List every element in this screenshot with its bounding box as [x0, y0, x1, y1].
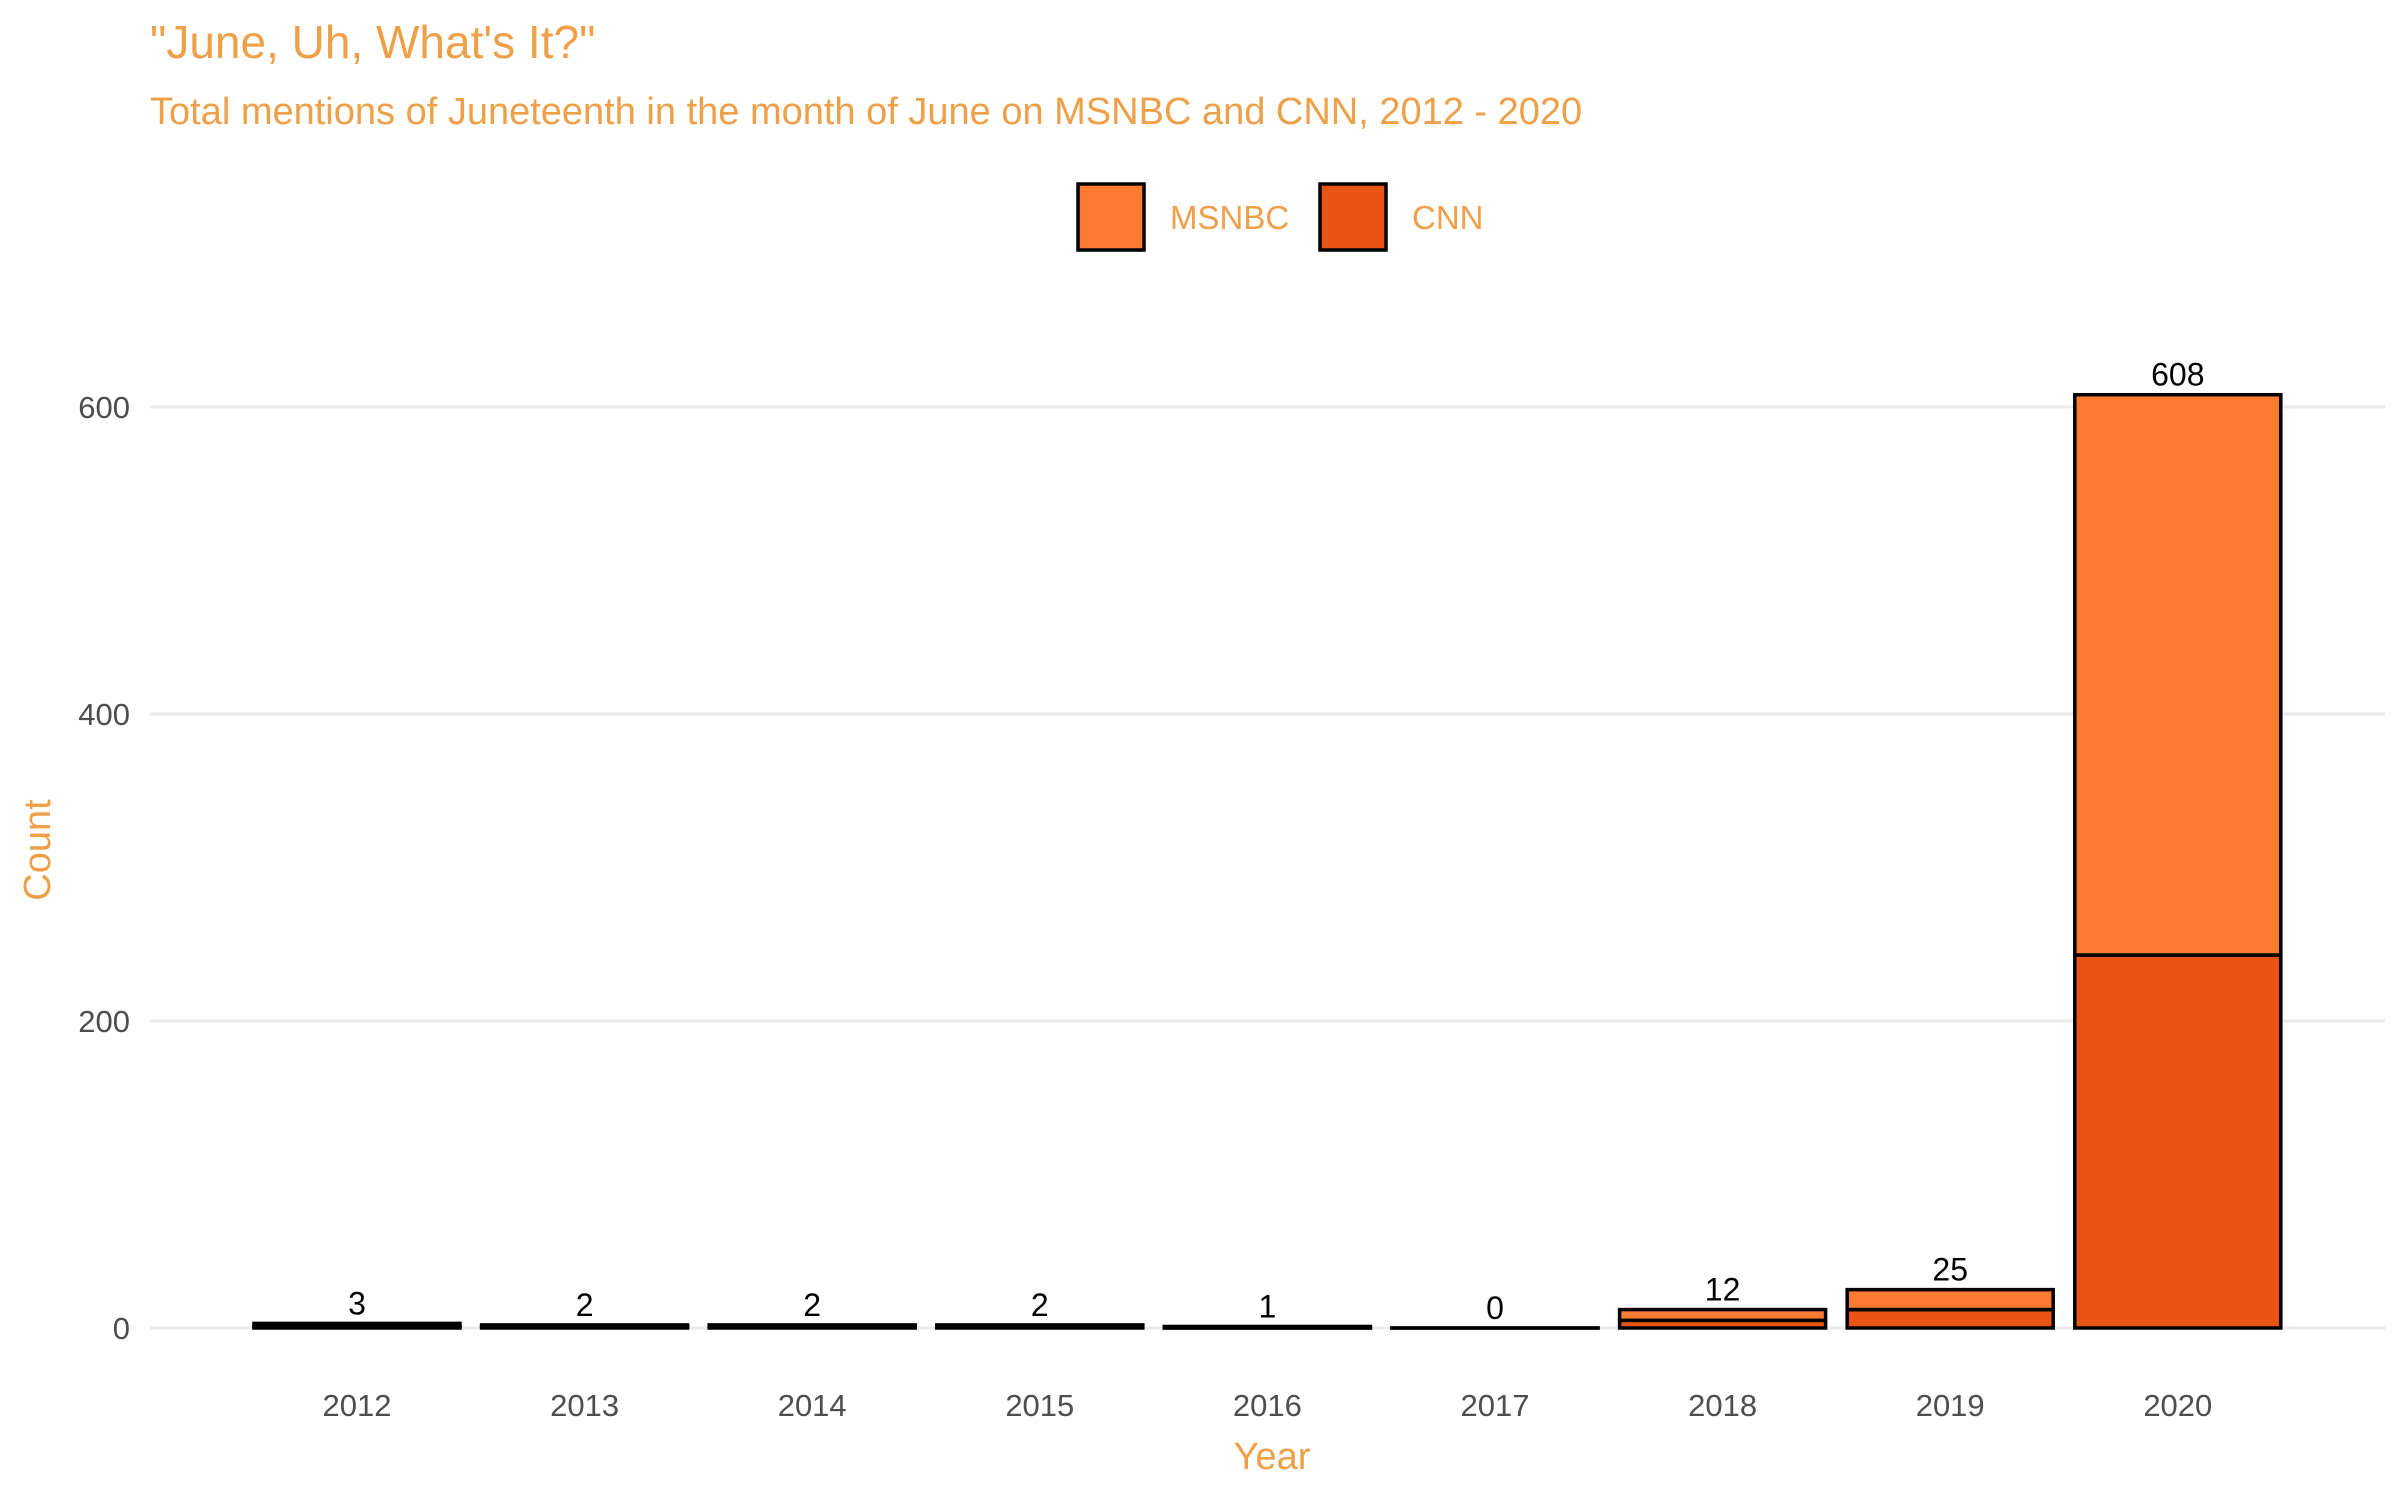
data-label-2015: 2: [1031, 1287, 1049, 1323]
y-tick-label: 600: [78, 390, 130, 425]
x-axis-title: Year: [1234, 1436, 1311, 1478]
y-tick-label: 0: [113, 1311, 130, 1346]
data-label-2012: 3: [348, 1285, 366, 1321]
data-label-2013: 2: [576, 1287, 594, 1323]
bar-cnn-2019: [1845, 1307, 2055, 1330]
y-tick-label: 400: [78, 697, 130, 732]
y-tick-label: 200: [78, 1004, 130, 1039]
bar-msnbc-2012: [252, 1321, 462, 1329]
data-label-2020: 608: [2151, 357, 2204, 393]
x-tick-label-2016: 2016: [1233, 1388, 1302, 1423]
bar-msnbc-2013: [479, 1323, 690, 1329]
y-axis-ticks: 0 200 400 600: [78, 390, 130, 1346]
data-label-2018: 12: [1705, 1272, 1741, 1308]
x-tick-label-2013: 2013: [550, 1388, 619, 1423]
y-axis-title: Count: [17, 799, 59, 901]
x-tick-label-2017: 2017: [1461, 1388, 1530, 1423]
data-label-2014: 2: [803, 1287, 821, 1323]
legend-label-msnbc: MSNBC: [1170, 199, 1289, 236]
x-axis-ticks: 2012 2013 2014 2015 2016 2017 2018 2019 2020: [323, 1388, 2213, 1423]
data-label-2016: 1: [1259, 1288, 1277, 1324]
bar-msnbc-2016: [1162, 1324, 1373, 1330]
chart-title: "June, Uh, What's It?": [150, 16, 595, 68]
bar-msnbc-2019: [1845, 1287, 2055, 1312]
legend-swatch-cnn: [1318, 182, 1388, 252]
bars: [252, 392, 2283, 1330]
data-labels: 3 2 2 2 1 0 12 25 608: [348, 357, 2204, 1326]
bar-msnbc-2018: [1617, 1307, 1828, 1323]
bar-msnbc-2020: [2073, 392, 2283, 957]
data-label-2017: 0: [1486, 1290, 1504, 1326]
data-label-2019: 25: [1932, 1252, 1968, 1288]
bar-cnn-2020: [2073, 953, 2283, 1330]
legend: MSNBC CNN: [1076, 182, 1484, 252]
chart-subtitle: Total mentions of Juneteenth in the mont…: [150, 91, 1582, 133]
x-tick-label-2018: 2018: [1688, 1388, 1757, 1423]
x-tick-label-2014: 2014: [778, 1388, 847, 1423]
bar-msnbc-2015: [935, 1323, 1145, 1329]
legend-label-cnn: CNN: [1412, 199, 1484, 236]
legend-swatch-msnbc: [1076, 182, 1146, 252]
x-tick-label-2019: 2019: [1916, 1388, 1985, 1423]
x-tick-label-2012: 2012: [323, 1388, 392, 1423]
x-tick-label-2015: 2015: [1005, 1388, 1074, 1423]
x-tick-label-2020: 2020: [2143, 1388, 2212, 1423]
bar-msnbc-2014: [707, 1323, 917, 1329]
gridlines: [150, 405, 2385, 1330]
